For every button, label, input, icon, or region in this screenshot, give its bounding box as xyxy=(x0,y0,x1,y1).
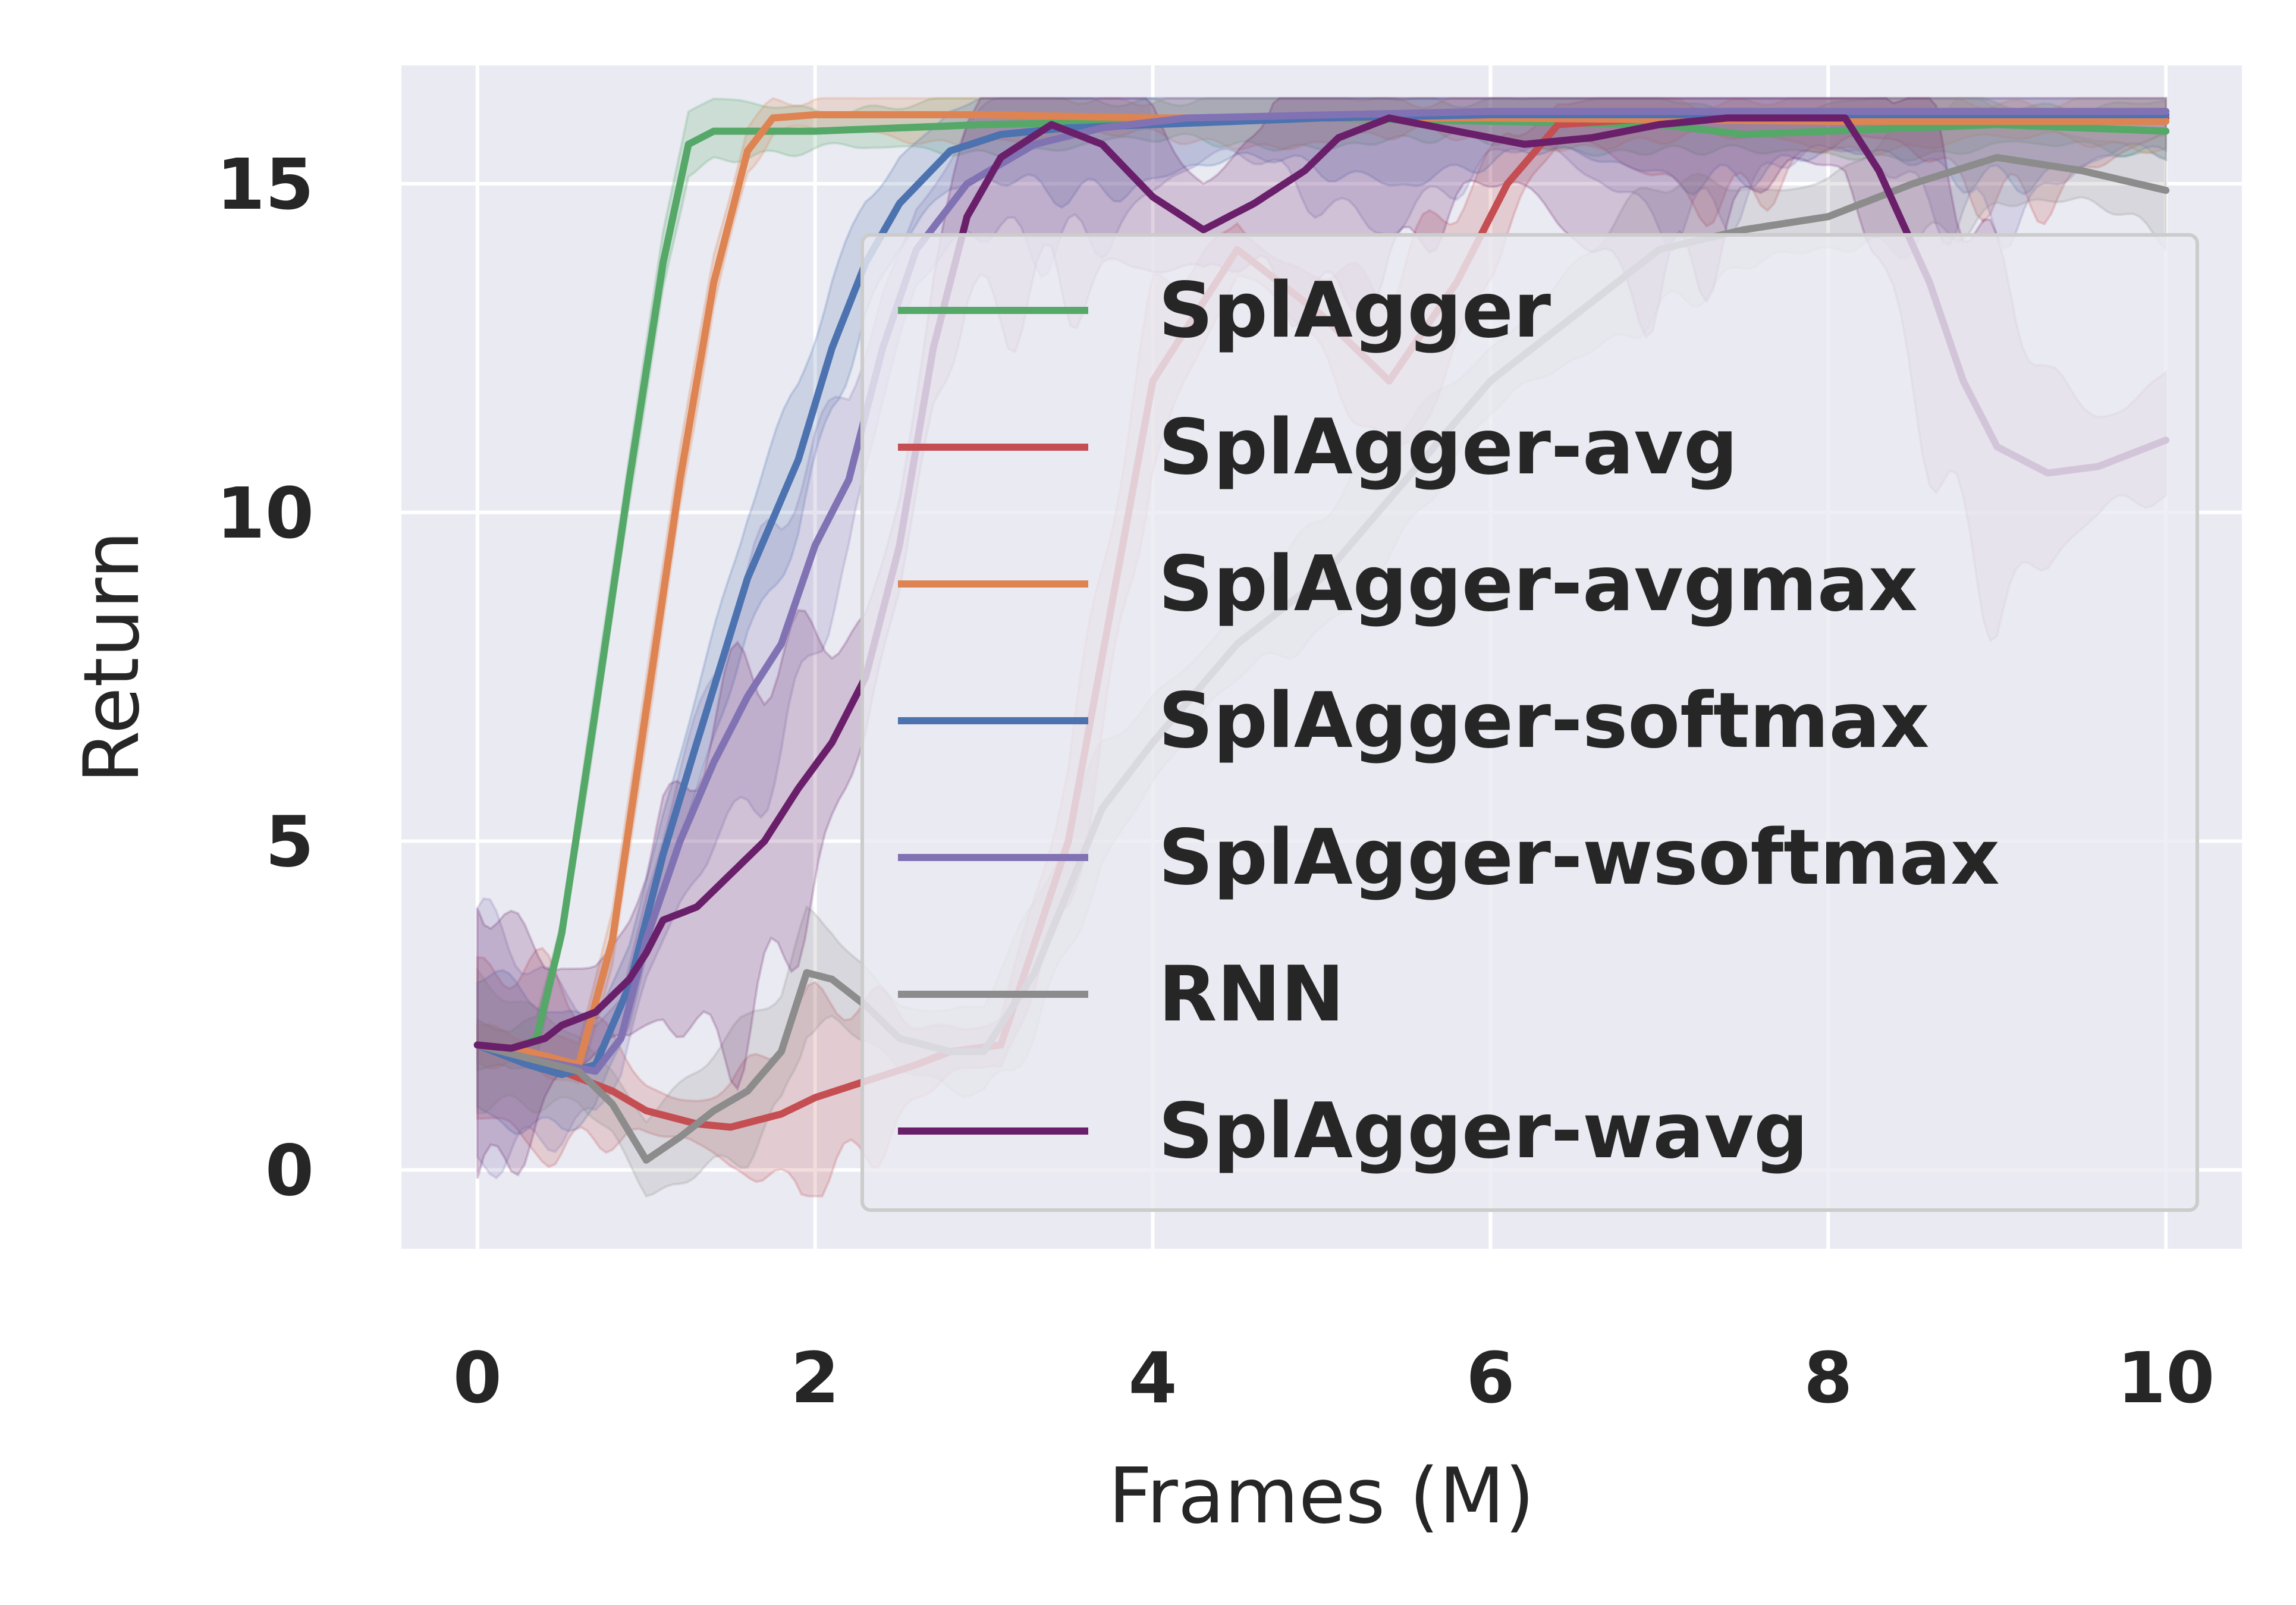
band-SplAgger-softmax xyxy=(476,97,2168,1135)
legend-label: SplAgger xyxy=(1158,266,1551,355)
x-tick-label: 4 xyxy=(1129,1337,1177,1419)
legend-label: SplAgger-wavg xyxy=(1158,1087,1808,1176)
y-tick-label: 15 xyxy=(216,143,314,225)
legend-label: SplAgger-avg xyxy=(1158,403,1738,492)
x-tick-label: 6 xyxy=(1466,1337,1515,1419)
legend-label: RNN xyxy=(1158,950,1345,1039)
y-tick-label: 10 xyxy=(216,472,314,554)
legend: SplAgger SplAgger-avg SplAgger-avgmax SplAg… xyxy=(860,233,2199,1212)
legend-label: SplAgger-wsoftmax xyxy=(1158,814,2000,902)
tick-labels: 0 2 4 6 8 10 0 5 10 15 xyxy=(216,143,2215,1419)
y-tick-label: 5 xyxy=(265,801,314,883)
x-tick-label: 2 xyxy=(791,1337,840,1419)
y-tick-label: 0 xyxy=(265,1129,314,1211)
x-tick-label: 10 xyxy=(2117,1337,2215,1419)
legend-label: SplAgger-softmax xyxy=(1158,677,1929,765)
x-tick-label: 8 xyxy=(1804,1337,1852,1419)
x-tick-label: 0 xyxy=(453,1337,502,1419)
series-line-SplAgger-wavg xyxy=(473,114,2170,1052)
y-axis-label: Return xyxy=(68,531,156,784)
legend-label: SplAgger-avgmax xyxy=(1158,540,1918,629)
series-line-SplAgger-wsoftmax xyxy=(473,108,2170,1075)
legend-box xyxy=(860,233,2199,1212)
x-axis-label: Frames (M) xyxy=(1108,1452,1535,1541)
